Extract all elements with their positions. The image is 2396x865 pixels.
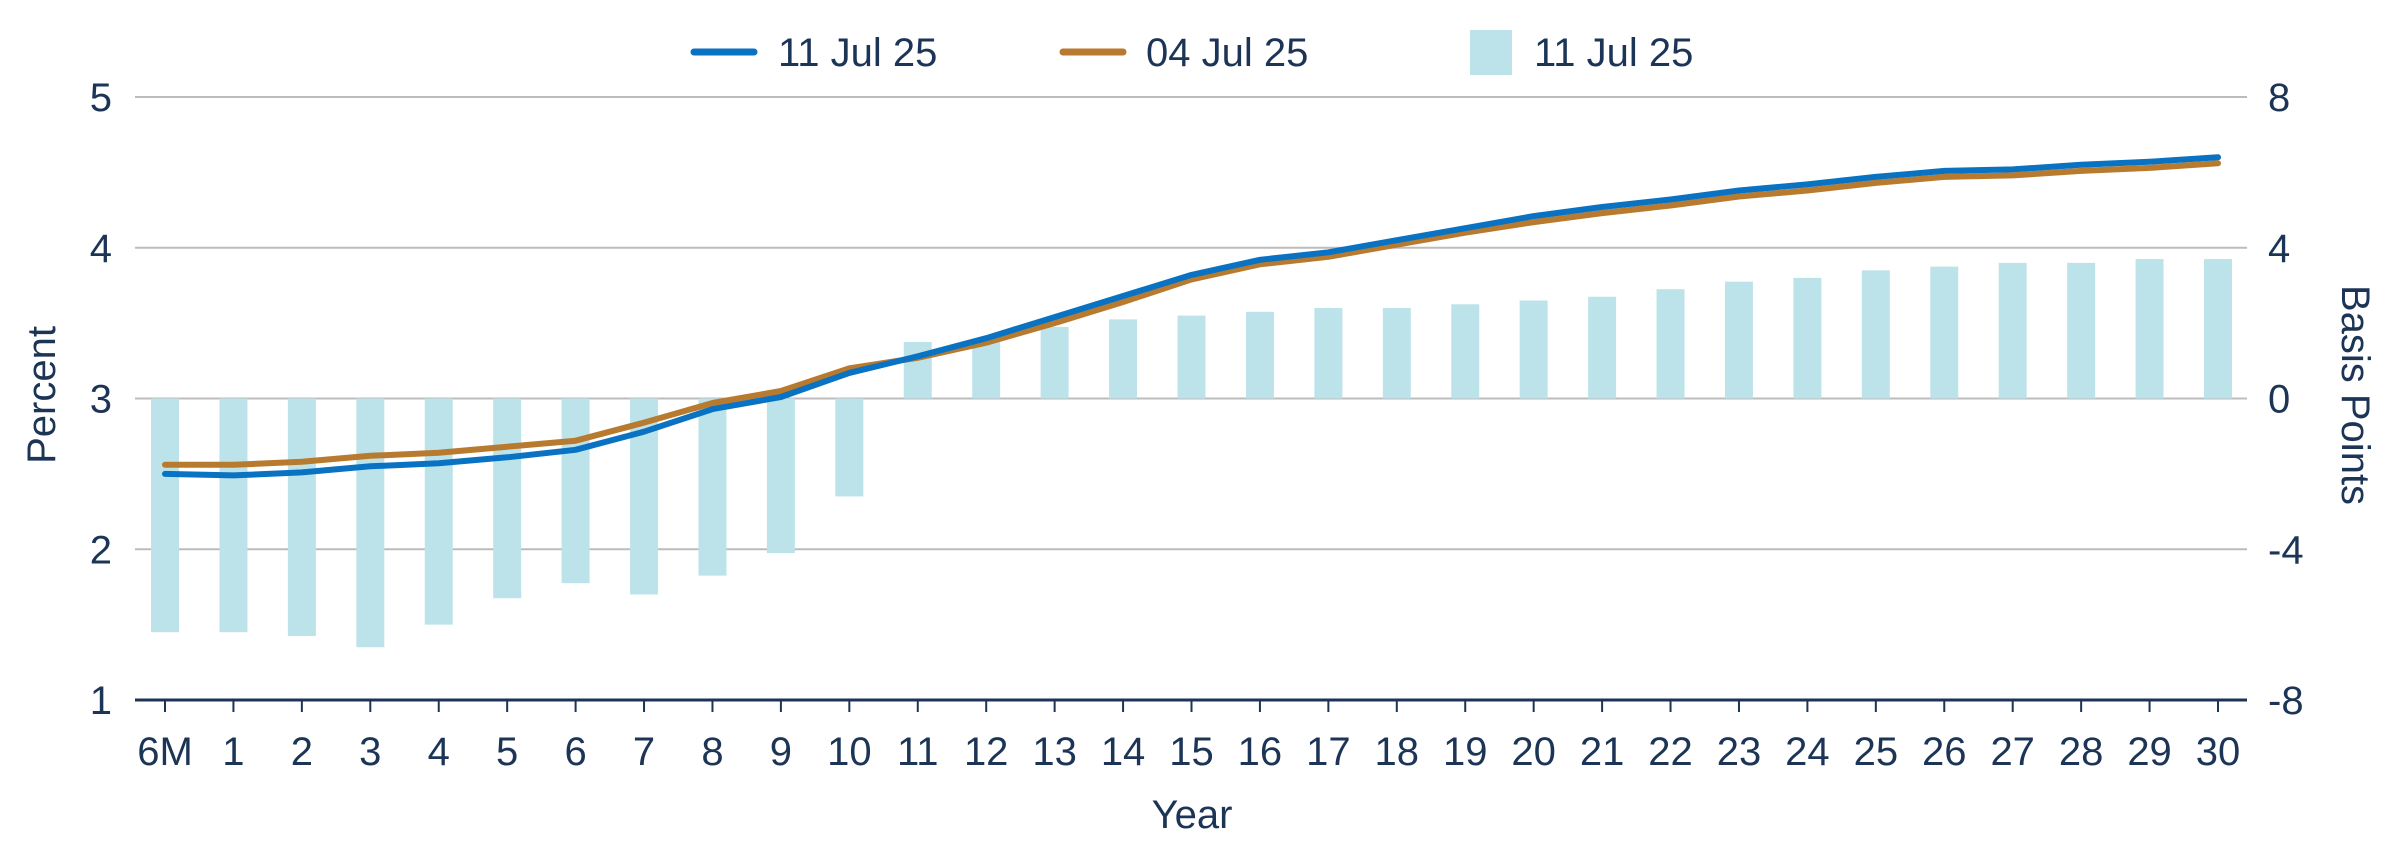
x-tick-label: 17 bbox=[1306, 730, 1351, 774]
bar bbox=[1519, 300, 1548, 399]
bar bbox=[1109, 319, 1138, 399]
x-tick-label: 30 bbox=[2196, 730, 2241, 774]
x-tick-label: 23 bbox=[1717, 730, 1762, 774]
bar bbox=[1998, 262, 2027, 399]
bar bbox=[1724, 281, 1753, 399]
bar bbox=[561, 398, 590, 584]
x-tick-label: 4 bbox=[428, 730, 450, 774]
line-04-jul-25 bbox=[162, 160, 2221, 468]
x-tick-label: 13 bbox=[1032, 730, 1077, 774]
bar bbox=[1314, 308, 1343, 399]
x-tick-label: 27 bbox=[1990, 730, 2035, 774]
bar bbox=[2067, 262, 2096, 399]
y-axis-left-title: Percent bbox=[20, 326, 64, 464]
left-tick-label: 3 bbox=[90, 378, 112, 422]
bar bbox=[903, 341, 932, 399]
x-tick-label: 22 bbox=[1648, 730, 1693, 774]
x-tick-label: 5 bbox=[496, 730, 518, 774]
x-tick-label: 20 bbox=[1511, 730, 1556, 774]
x-tick-label: 12 bbox=[964, 730, 1009, 774]
x-tick-label: 24 bbox=[1785, 730, 1830, 774]
x-axis-ticks: 6M 1 2 3 4 5 6 7 8 9 10 11 12 13 14 15 16 17 18 19 20 21 22 23 2… bbox=[137, 700, 2240, 774]
x-tick-label: 15 bbox=[1169, 730, 1214, 774]
legend-label-11-jul-25-bar: 11 Jul 25 bbox=[1534, 31, 1693, 75]
bar bbox=[698, 398, 727, 576]
bar bbox=[2204, 259, 2232, 399]
left-axis-ticks: 1 2 3 4 5 bbox=[90, 76, 112, 723]
legend-label-04-jul-25-line: 04 Jul 25 bbox=[1146, 31, 1308, 75]
right-tick-label: -4 bbox=[2268, 528, 2304, 572]
right-axis-ticks: -8 -4 0 4 8 bbox=[2268, 76, 2304, 723]
left-tick-label: 2 bbox=[90, 528, 112, 572]
bar-series-11-jul-25 bbox=[151, 259, 2232, 648]
bar bbox=[2135, 259, 2164, 399]
x-tick-label: 29 bbox=[2127, 730, 2172, 774]
bar bbox=[493, 398, 522, 599]
x-axis-title: Year bbox=[1152, 793, 1233, 837]
bar bbox=[835, 398, 864, 497]
bar bbox=[1588, 296, 1617, 399]
x-tick-label: 11 bbox=[897, 730, 939, 774]
x-tick-label: 26 bbox=[1922, 730, 1967, 774]
left-tick-label: 4 bbox=[90, 227, 112, 271]
x-tick-label: 7 bbox=[633, 730, 655, 774]
right-tick-label: 8 bbox=[2268, 76, 2290, 120]
left-tick-label: 1 bbox=[90, 679, 112, 723]
bar bbox=[1382, 308, 1411, 399]
line-series bbox=[162, 154, 2221, 479]
bar bbox=[1245, 311, 1274, 399]
bar bbox=[424, 398, 453, 625]
bar bbox=[151, 398, 179, 633]
bar bbox=[1793, 277, 1822, 399]
right-tick-label: -8 bbox=[2268, 679, 2304, 723]
x-tick-label: 10 bbox=[827, 730, 872, 774]
bar bbox=[972, 341, 1001, 399]
bar bbox=[1451, 304, 1480, 399]
x-tick-label: 6M bbox=[137, 730, 193, 774]
y-axis-right-title: Basis Points bbox=[2333, 285, 2377, 505]
bar bbox=[1040, 326, 1069, 399]
x-tick-label: 28 bbox=[2059, 730, 2104, 774]
bar bbox=[1861, 270, 1890, 399]
x-tick-label: 16 bbox=[1238, 730, 1283, 774]
bar bbox=[356, 398, 385, 648]
x-tick-label: 3 bbox=[359, 730, 381, 774]
bar bbox=[219, 398, 248, 633]
x-tick-label: 25 bbox=[1854, 730, 1899, 774]
bar bbox=[766, 398, 795, 554]
gridlines bbox=[135, 96, 2247, 551]
x-tick-label: 14 bbox=[1101, 730, 1146, 774]
bar bbox=[1177, 315, 1206, 399]
legend: 11 Jul 25 04 Jul 25 11 Jul 25 bbox=[690, 30, 1693, 75]
x-tick-label: 6 bbox=[564, 730, 586, 774]
right-tick-label: 4 bbox=[2268, 227, 2290, 271]
x-tick-label: 9 bbox=[770, 730, 792, 774]
line-11-jul-25 bbox=[162, 154, 2221, 479]
bar bbox=[1930, 266, 1959, 399]
right-tick-label: 0 bbox=[2268, 378, 2290, 422]
x-tick-label: 1 bbox=[222, 730, 244, 774]
x-tick-label: 19 bbox=[1443, 730, 1488, 774]
x-tick-label: 8 bbox=[701, 730, 723, 774]
bar bbox=[1656, 289, 1685, 399]
x-tick-label: 2 bbox=[291, 730, 313, 774]
x-tick-label: 21 bbox=[1580, 730, 1625, 774]
x-tick-label: 18 bbox=[1375, 730, 1420, 774]
bar bbox=[287, 398, 316, 636]
legend-label-11-jul-25-line: 11 Jul 25 bbox=[778, 31, 937, 75]
legend-swatch-bar-11-jul-25 bbox=[1470, 30, 1512, 75]
left-tick-label: 5 bbox=[90, 76, 112, 120]
